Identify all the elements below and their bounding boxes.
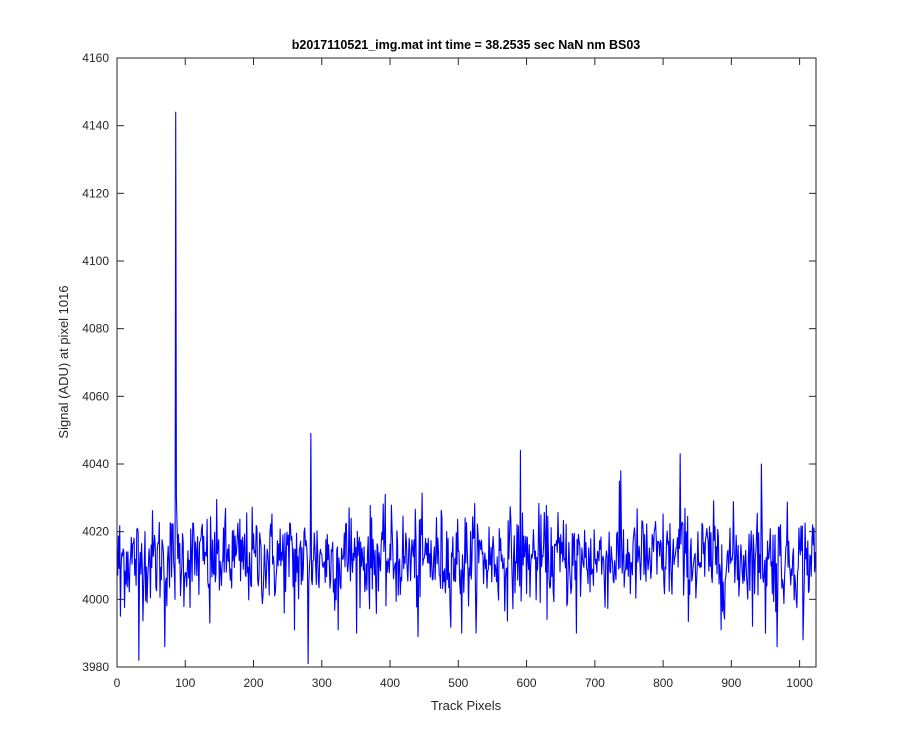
plot-area bbox=[117, 111, 817, 665]
y-axis-label: Signal (ADU) at pixel 1016 bbox=[56, 285, 71, 438]
y-tick-label: 4080 bbox=[82, 322, 109, 336]
x-tick-label: 300 bbox=[312, 676, 332, 690]
y-tick-label: 4040 bbox=[82, 457, 109, 471]
axes: 0 100 200 300 400 500 600 700 800 900 1000 3980 4000… bbox=[82, 51, 817, 690]
chart-title: b2017110521_img.mat int time = 38.2535 s… bbox=[292, 38, 641, 52]
x-tick-label: 800 bbox=[653, 676, 673, 690]
x-tick-label: 0 bbox=[114, 676, 121, 690]
x-tick-label: 700 bbox=[585, 676, 605, 690]
x-tick-label: 600 bbox=[517, 676, 537, 690]
y-tick-label: 4160 bbox=[82, 51, 109, 65]
x-axis-label: Track Pixels bbox=[431, 698, 502, 713]
y-tick-label: 4120 bbox=[82, 186, 109, 200]
x-tick-label: 100 bbox=[175, 676, 195, 690]
x-tick-label: 500 bbox=[448, 676, 468, 690]
y-tick-label: 4100 bbox=[82, 254, 109, 268]
y-tick-label: 4000 bbox=[82, 592, 109, 606]
x-tick-label: 400 bbox=[380, 676, 400, 690]
y-tick-label: 4140 bbox=[82, 119, 109, 133]
y-tick-label: 4020 bbox=[82, 525, 109, 539]
y-tick-label: 4060 bbox=[82, 389, 109, 403]
x-tick-label: 900 bbox=[721, 676, 741, 690]
axes-box bbox=[116, 57, 817, 668]
series-line bbox=[117, 111, 817, 665]
y-tick-label: 3980 bbox=[82, 660, 109, 674]
x-tick-label: 1000 bbox=[786, 676, 813, 690]
x-tick-label: 200 bbox=[244, 676, 264, 690]
